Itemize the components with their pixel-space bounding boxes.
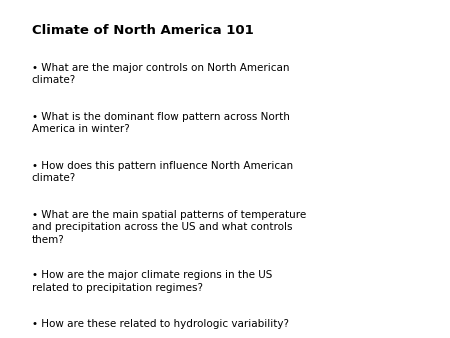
Text: • What is the dominant flow pattern across North
America in winter?: • What is the dominant flow pattern acro… [32,112,289,134]
Text: • What are the main spatial patterns of temperature
and precipitation across the: • What are the main spatial patterns of … [32,210,306,245]
Text: • How are the major climate regions in the US
related to precipitation regimes?: • How are the major climate regions in t… [32,270,272,293]
Text: Climate of North America 101: Climate of North America 101 [32,24,253,37]
Text: • How are these related to hydrologic variability?: • How are these related to hydrologic va… [32,319,288,330]
Text: • What are the major controls on North American
climate?: • What are the major controls on North A… [32,63,289,85]
Text: • How does this pattern influence North American
climate?: • How does this pattern influence North … [32,161,293,183]
